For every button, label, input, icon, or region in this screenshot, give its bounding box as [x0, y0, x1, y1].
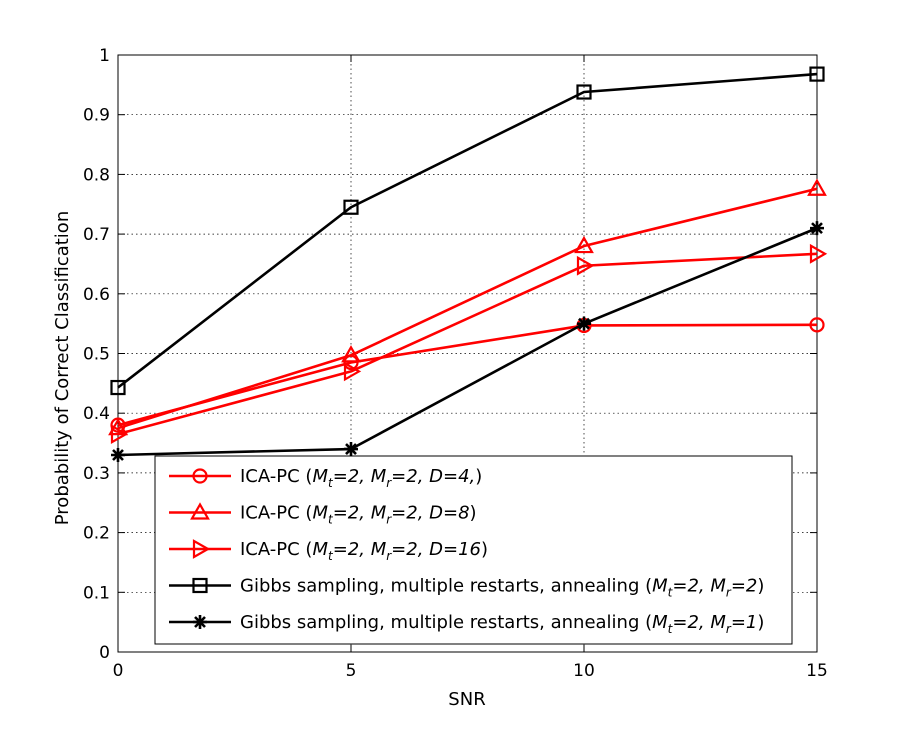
- legend: ICA-PC (Mt=2, Mr=2, D=4,) ICA-PC (Mt=2, M…: [154, 455, 793, 645]
- data-point-marker: [110, 424, 129, 444]
- series-line: [117, 252, 818, 436]
- data-point-marker: [110, 379, 126, 396]
- series-3: [110, 243, 828, 444]
- legend-marker: [193, 615, 207, 629]
- series-1: [110, 317, 825, 433]
- legend-entry-2: ICA-PC (Mt=2, Mr=2, D=8): [169, 502, 477, 527]
- data-point-marker: [576, 84, 592, 100]
- legend-label: Gibbs sampling, multiple restarts, annea…: [240, 576, 764, 600]
- legend-entry-5: Gibbs sampling, multiple restarts, annea…: [169, 612, 764, 636]
- legend-marker: [192, 539, 211, 559]
- legend-marker: [190, 502, 210, 520]
- y-tick-label: 0.1: [83, 583, 110, 603]
- x-tick-label: 5: [346, 661, 357, 681]
- series-line: [117, 226, 818, 457]
- series-4: [110, 66, 825, 396]
- y-tick-label: 0.9: [83, 106, 110, 126]
- data-point-marker: [341, 345, 361, 363]
- data-point-marker: [343, 361, 362, 382]
- legend-entry-1: ICA-PC (Mt=2, Mr=2, D=4,): [169, 466, 482, 490]
- legend-label: ICA-PC (Mt=2, Mr=2, D=4,): [240, 466, 482, 490]
- data-point-marker: [810, 221, 824, 236]
- series-line: [117, 323, 818, 427]
- legend-box: [154, 455, 793, 645]
- legend-label: ICA-PC (Mt=2, Mr=2, D=16): [240, 539, 488, 563]
- data-point-marker: [576, 255, 595, 276]
- data-point-marker: [574, 235, 594, 254]
- legend-label: ICA-PC (Mt=2, Mr=2, D=8): [240, 503, 477, 527]
- y-tick-label: 0.7: [83, 225, 110, 245]
- legend-entry-3: ICA-PC (Mt=2, Mr=2, D=16): [169, 539, 488, 563]
- y-tick-label: 1: [99, 46, 110, 66]
- axis-ticks: 0 5 10 15 0 0.1 0.2 0.3 0.4 0.5 0.6 0.7 0.8 0.9 1: [83, 46, 828, 681]
- data-point-marker: [577, 316, 591, 331]
- y-tick-label: 0.6: [83, 285, 110, 305]
- legend-label: Gibbs sampling, multiple restarts, annea…: [240, 612, 764, 636]
- y-tick-label: 0.8: [83, 165, 110, 185]
- data-point-marker: [809, 317, 825, 333]
- data-point-marker: [809, 243, 828, 264]
- series-5: [111, 221, 824, 462]
- data-point-marker: [111, 447, 125, 462]
- x-tick-label: 15: [806, 661, 828, 681]
- y-tick-label: 0.4: [83, 404, 110, 424]
- x-axis-label: SNR: [448, 689, 485, 710]
- y-tick-label: 0.5: [83, 345, 110, 365]
- series-line: [117, 72, 818, 389]
- legend-marker: [192, 468, 208, 484]
- series-line: [117, 187, 818, 430]
- data-point-marker: [344, 442, 358, 457]
- series-group: [108, 66, 828, 462]
- x-tick-label: 10: [573, 661, 595, 681]
- legend-marker: [192, 577, 208, 594]
- data-point-marker: [809, 66, 825, 82]
- y-tick-label: 0.3: [83, 464, 110, 484]
- y-axis-label: Probability of Correct Classification: [52, 211, 73, 525]
- data-point-marker: [807, 178, 827, 196]
- data-point-marker: [343, 199, 359, 215]
- x-tick-label: 0: [113, 661, 124, 681]
- grid-lines: [118, 55, 817, 652]
- series-2: [108, 178, 827, 436]
- legend-entry-4: Gibbs sampling, multiple restarts, annea…: [169, 576, 764, 600]
- y-tick-label: 0: [99, 643, 110, 663]
- y-tick-label: 0.2: [83, 524, 110, 544]
